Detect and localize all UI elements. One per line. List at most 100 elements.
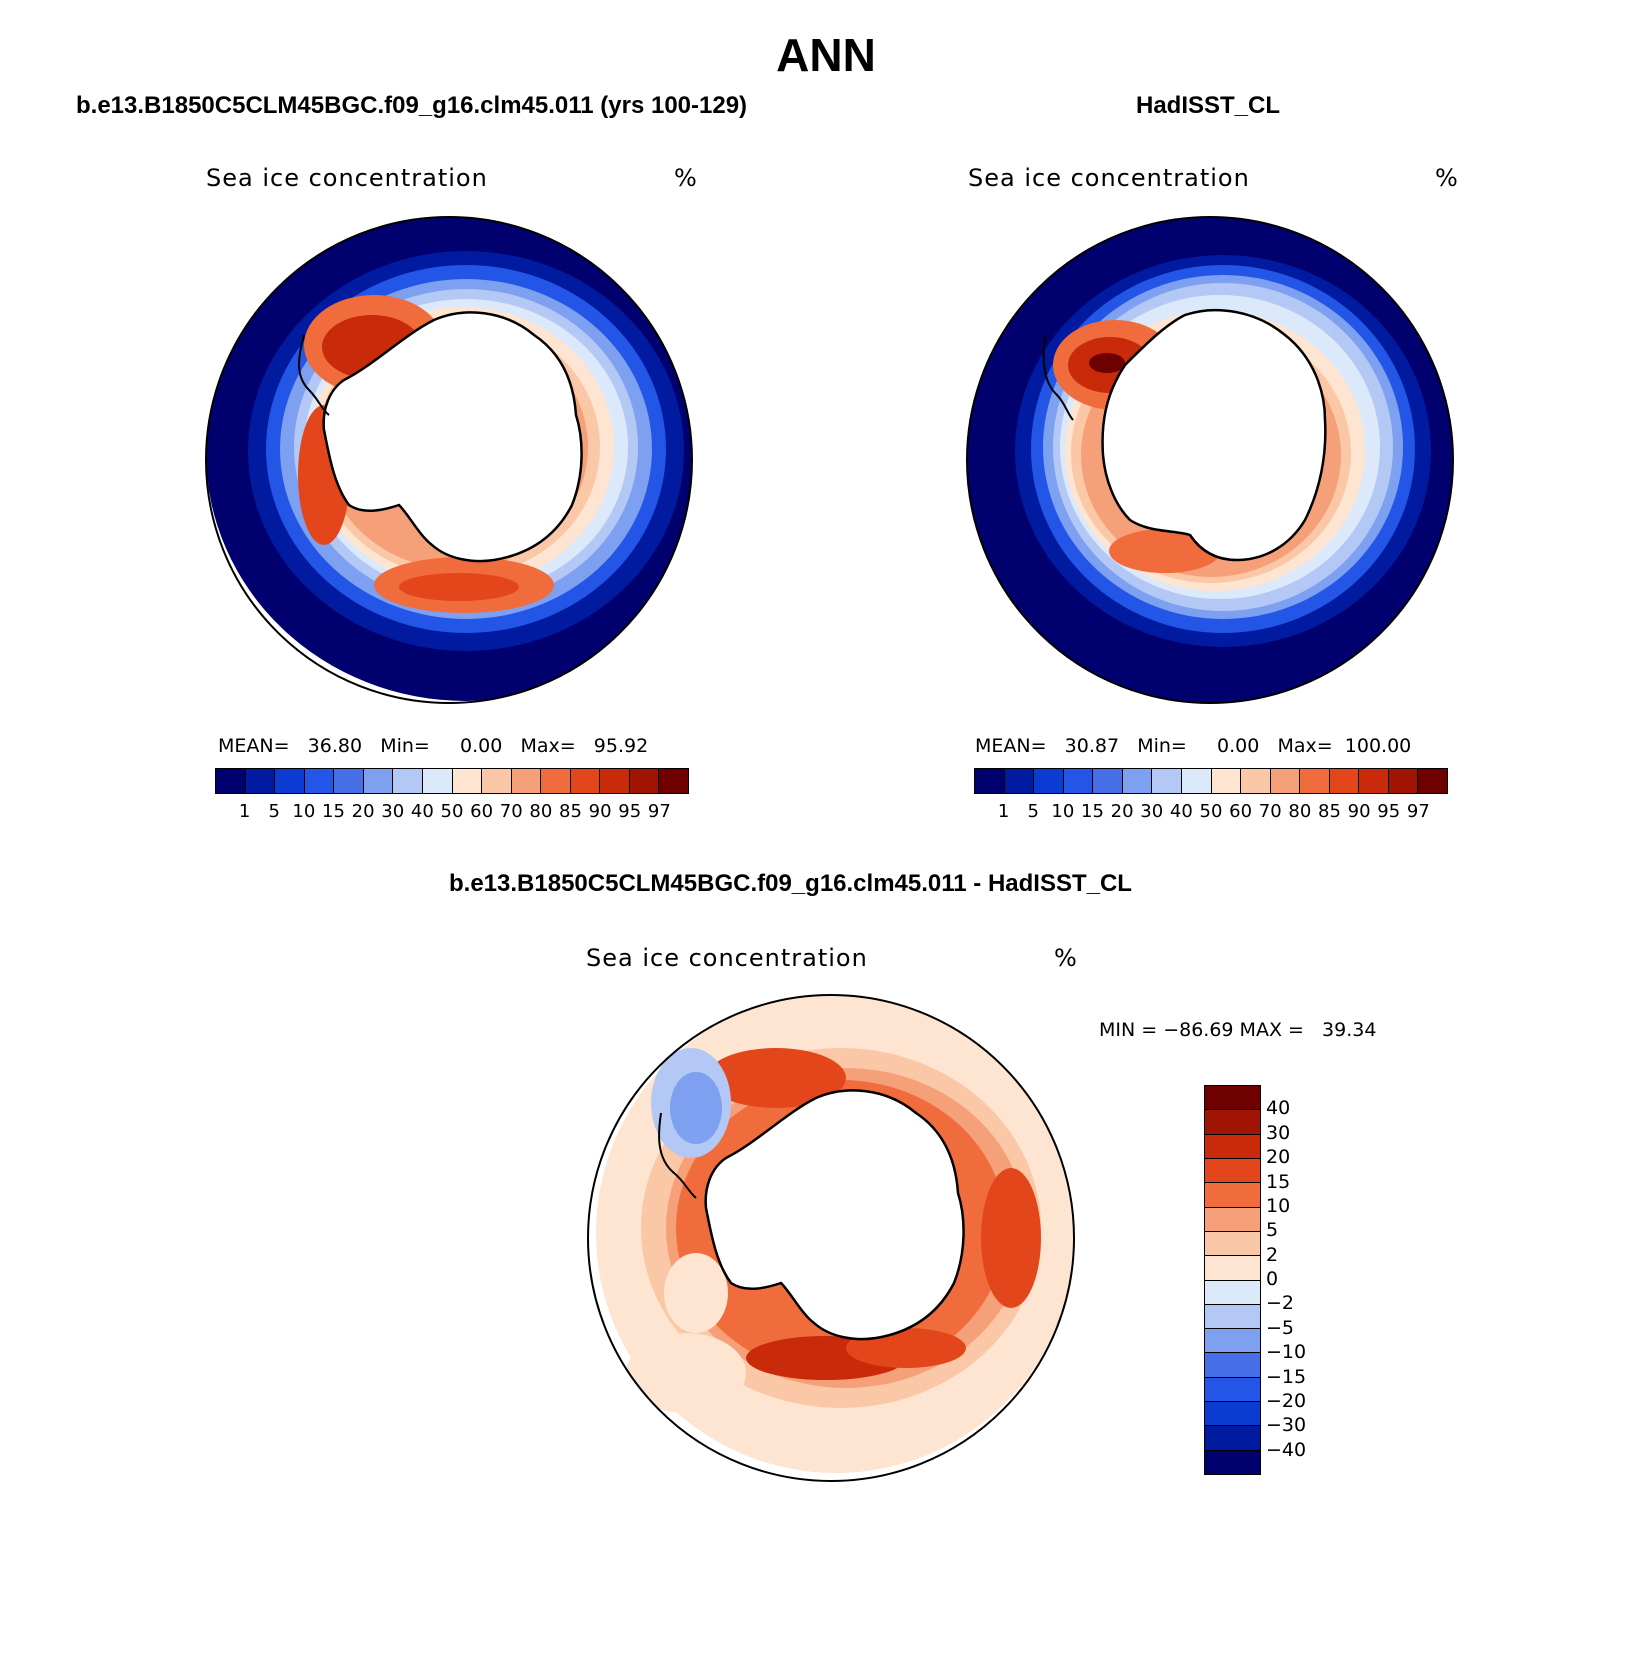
colorbar-tick-label: 70 — [499, 801, 523, 822]
diff-sea-ice-map — [587, 994, 1075, 1482]
colorbar-tick-label: 30 — [381, 801, 405, 822]
colorbar-tick-label: 85 — [559, 801, 582, 822]
right-case-title: HadISST_CL — [1136, 92, 1281, 119]
colorbar-swatch — [244, 769, 275, 793]
colorbar-swatch — [1205, 1230, 1260, 1256]
diff-minmax: MIN = −86.69 MAX = 39.34 — [1099, 1019, 1377, 1041]
colorbar-tick-label: −15 — [1266, 1365, 1307, 1388]
colorbar-tick-label: 95 — [618, 801, 642, 822]
right-colorbar-labels: 1 5 10 15 20 30 40 50 60 70 80 85 90 95 97 — [974, 801, 1448, 825]
colorbar-tick-label: 15 — [1266, 1170, 1291, 1193]
colorbar-tick-label: 60 — [1229, 801, 1253, 822]
colorbar-swatch — [333, 769, 363, 793]
colorbar-tick-label: 0 — [1266, 1268, 1279, 1290]
left-sea-ice-map — [205, 216, 693, 704]
colorbar-swatch — [1299, 769, 1329, 793]
colorbar-tick-label: 90 — [588, 801, 612, 822]
colorbar-tick-label: 95 — [1377, 801, 1401, 822]
colorbar-swatch — [1205, 1157, 1260, 1183]
colorbar-swatch — [1003, 769, 1034, 793]
colorbar-swatch — [1205, 1133, 1260, 1158]
colorbar-swatch — [1417, 769, 1447, 793]
colorbar-swatch — [1205, 1182, 1260, 1207]
colorbar-swatch — [628, 769, 659, 793]
colorbar-swatch — [1205, 1255, 1260, 1280]
diff-units: % — [1054, 944, 1078, 972]
colorbar-tick-label: 10 — [292, 801, 316, 822]
colorbar-swatch — [1205, 1401, 1260, 1426]
right-stats: MEAN= 30.87 Min= 0.00 Max= 100.00 — [975, 735, 1412, 757]
colorbar-tick-label: 5 — [1027, 801, 1039, 822]
colorbar-swatch — [421, 769, 452, 793]
diff-case-title: b.e13.B1850C5CLM45BGC.f09_g16.clm45.011 … — [449, 870, 1132, 897]
colorbar-swatch — [569, 769, 600, 793]
colorbar-tick-label: 90 — [1347, 801, 1371, 822]
colorbar-tick-label: 5 — [1266, 1219, 1279, 1242]
colorbar-swatch — [1387, 769, 1418, 793]
colorbar-swatch — [1269, 769, 1300, 793]
colorbar-tick-label: 80 — [1288, 801, 1312, 822]
colorbar-tick-label: 80 — [529, 801, 553, 822]
colorbar-tick-label: 40 — [1169, 801, 1193, 822]
colorbar-swatch — [1062, 769, 1093, 793]
colorbar-swatch — [540, 769, 570, 793]
left-stats: MEAN= 36.80 Min= 0.00 Max= 95.92 — [218, 735, 649, 757]
colorbar-swatch — [362, 769, 393, 793]
diff-colorbar-labels: 40 30 20 15 10 5 2 0 −2 −5 −10 −15 −20 −30 −40 — [1266, 1085, 1356, 1475]
left-var-title: Sea ice concentration — [206, 164, 488, 192]
colorbar-tick-label: −5 — [1266, 1316, 1295, 1339]
colorbar-swatch — [1205, 1328, 1260, 1353]
colorbar-tick-label: 20 — [1266, 1146, 1291, 1169]
colorbar-tick-label: 5 — [268, 801, 280, 822]
colorbar-tick-label: 1 — [238, 801, 251, 822]
colorbar-swatch — [1151, 769, 1181, 793]
diff-var-title: Sea ice concentration — [586, 944, 868, 972]
colorbar-swatch — [1328, 769, 1359, 793]
right-units: % — [1435, 164, 1459, 192]
colorbar-swatch — [1205, 1109, 1260, 1134]
colorbar-swatch — [510, 769, 541, 793]
colorbar-tick-label: 40 — [410, 801, 434, 822]
left-colorbar-labels: 1 5 10 15 20 30 40 50 60 70 80 85 90 95 97 — [215, 801, 689, 825]
colorbar-swatch — [1205, 1449, 1260, 1474]
colorbar-swatch — [1205, 1206, 1260, 1231]
colorbar-tick-label: 20 — [1110, 801, 1134, 822]
colorbar-tick-label: 20 — [351, 801, 375, 822]
colorbar-tick-label: 50 — [1199, 801, 1223, 822]
colorbar-swatch — [1205, 1425, 1260, 1450]
colorbar-swatch — [599, 769, 629, 793]
colorbar-swatch — [1205, 1352, 1260, 1377]
colorbar-tick-label: 10 — [1051, 801, 1075, 822]
colorbar-swatch — [1033, 769, 1063, 793]
colorbar-swatch — [274, 769, 304, 793]
colorbar-tick-label: 1 — [997, 801, 1010, 822]
colorbar-swatch — [658, 769, 688, 793]
colorbar-tick-label: 15 — [322, 801, 345, 822]
diff-colorbar — [1204, 1085, 1261, 1475]
left-units: % — [674, 164, 698, 192]
colorbar-tick-label: 97 — [1406, 801, 1430, 822]
colorbar-swatch — [481, 769, 511, 793]
colorbar-tick-label: −2 — [1266, 1292, 1295, 1315]
colorbar-swatch — [1180, 769, 1211, 793]
colorbar-tick-label: 15 — [1081, 801, 1104, 822]
colorbar-tick-label: 70 — [1258, 801, 1282, 822]
colorbar-swatch — [303, 769, 334, 793]
right-sea-ice-map — [966, 216, 1454, 704]
colorbar-tick-label: 50 — [440, 801, 464, 822]
colorbar-swatch — [1092, 769, 1122, 793]
colorbar-tick-label: −30 — [1266, 1414, 1307, 1437]
right-var-title: Sea ice concentration — [968, 164, 1250, 192]
colorbar-swatch — [392, 769, 422, 793]
colorbar-swatch — [1205, 1376, 1260, 1402]
colorbar-tick-label: 97 — [647, 801, 671, 822]
left-colorbar — [215, 768, 689, 794]
colorbar-tick-label: −40 — [1266, 1438, 1307, 1461]
colorbar-swatch — [216, 769, 245, 793]
colorbar-swatch — [1205, 1303, 1260, 1329]
colorbar-swatch — [975, 769, 1004, 793]
left-case-title: b.e13.B1850C5CLM45BGC.f09_g16.clm45.011 … — [76, 92, 748, 119]
colorbar-swatch — [1205, 1279, 1260, 1304]
colorbar-tick-label: 40 — [1266, 1097, 1291, 1120]
colorbar-tick-label: 85 — [1318, 801, 1341, 822]
